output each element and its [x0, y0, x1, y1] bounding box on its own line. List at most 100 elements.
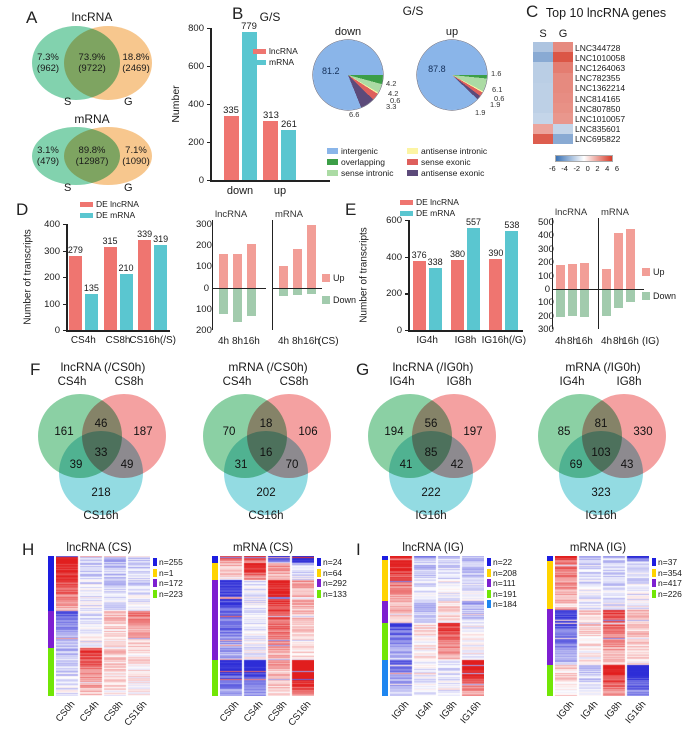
legend-swatch [487, 558, 491, 566]
heatmap-cell [553, 93, 573, 104]
legend-swatch [487, 568, 491, 577]
gene-label: LNC1264063 [575, 63, 626, 73]
bar-value: 319 [153, 234, 169, 245]
down-bar [556, 290, 565, 317]
venn-value-c: 202 [256, 487, 276, 499]
top10-heatmap: Top 10 lncRNA genes S G LNC344728 LNC1010058… [525, 2, 700, 182]
cluster-sidebar [547, 561, 553, 609]
heatmap-cell [533, 42, 553, 53]
legend-swatch [317, 579, 321, 587]
legend-swatch [327, 148, 338, 154]
legend-swatch [652, 579, 656, 587]
pie-slice-label: 0.6 [494, 93, 505, 103]
venn-value-abc: 103 [591, 447, 611, 459]
down-bar [580, 290, 589, 317]
cluster-sidebar [547, 556, 553, 561]
down-bar [614, 290, 623, 309]
pie-slice-label: 1.9 [490, 99, 501, 109]
cluster-sidebar [212, 580, 218, 660]
venn-title: lncRNA [71, 10, 113, 24]
x-tick-label: IG4h [416, 335, 438, 346]
legend-swatch [487, 600, 491, 608]
venn-value-b: 330 [633, 426, 653, 438]
venn-value-ac: 41 [399, 459, 413, 471]
panel-label-f: F [30, 360, 41, 379]
venn-value-bc: 70 [285, 459, 299, 471]
subplot-title: mRNA [275, 209, 303, 220]
bar-value: 315 [102, 235, 118, 246]
venn-value-bc: 49 [120, 459, 134, 471]
venn-title: mRNA (/CS0h) [228, 360, 308, 374]
legend-label: sense exonic [421, 157, 471, 167]
y-tick-label: 0 [396, 325, 402, 336]
legend-swatch [317, 558, 321, 566]
cluster-sidebar [382, 660, 388, 696]
cluster-count: n=1 [159, 567, 174, 578]
pie-slice-label: 6.1 [492, 85, 503, 95]
venn-value-ac: 69 [569, 459, 583, 471]
chart-title: G/S [259, 10, 281, 24]
cluster-count: n=24 [323, 557, 343, 567]
col-header: S [539, 28, 547, 40]
y-tick-label: 200 [196, 240, 212, 252]
x-tick-label: 16h [303, 336, 320, 347]
cluster-count: n=226 [658, 588, 682, 599]
bar [241, 31, 257, 180]
venn-value-b: 187 [133, 426, 153, 438]
down-bar [233, 288, 242, 322]
heatmap-cell [553, 113, 573, 124]
y-tick-label: 200 [188, 137, 204, 148]
legend-down: Down [653, 291, 677, 301]
panel-label-e: E [345, 200, 357, 219]
bar [68, 256, 82, 330]
venn-title: mRNA [74, 112, 110, 126]
venn3-mrna-ig: mRNA (/IG0h) IG4h IG8h 85 81 330 103 69 43 323 IG1… [538, 360, 668, 528]
legend-label: antisense intronic [421, 146, 488, 156]
heatmap-canvas [555, 556, 649, 696]
gene-label: LNC1362214 [575, 83, 626, 94]
y-tick-label: 200 [538, 257, 554, 269]
pie-slice-label: 0.6 [390, 95, 401, 105]
bar [412, 261, 426, 330]
chart-title: mRNA (IG) [569, 542, 627, 554]
panel-label-d: D [16, 200, 29, 219]
cluster-sidebar [382, 623, 388, 660]
subplot-title: lncRNA [555, 207, 588, 218]
down-bar [568, 290, 577, 317]
pie-legend: intergenic overlapping sense intronic antis… [327, 146, 537, 182]
heatmap-cell [533, 93, 553, 104]
panel-label-a: A [26, 8, 38, 27]
y-tick-label: 200 [44, 272, 60, 283]
bar-chart-ig: Number of transcripts 0 200 400 600 IG4h 376 33… [350, 196, 540, 348]
y-tick-label: 100 [44, 298, 60, 310]
pie [313, 40, 383, 110]
y-tick-label: 200 [538, 310, 554, 322]
venn-right-set-label: G [124, 96, 133, 108]
x-tick-label: 4h [277, 336, 290, 347]
y-tick-label: 0 [544, 283, 550, 295]
venn-value-b: 197 [463, 426, 483, 438]
legend-swatch [652, 589, 656, 598]
legend-swatch [153, 579, 157, 587]
panel-label-i: I [356, 540, 361, 559]
bar-chart-cs: Number of transcripts 0 100 200 300 400 CS4h 27… [18, 196, 198, 348]
heatmap-cell [533, 113, 553, 124]
bar-value: 313 [263, 109, 279, 121]
cluster-heatmap-lncrna-cs: lncRNA (CS) n=255 n=1 n=172 n=223 CS0h CS4h CS8… [44, 540, 200, 745]
up-bar [580, 263, 589, 289]
x-tick-label: 8h [291, 336, 304, 347]
y-tick-label: 300 [538, 243, 554, 255]
down-bar [279, 288, 288, 297]
pie-slice-label: 4.2 [386, 78, 397, 88]
heatmap-cell [553, 103, 573, 114]
venn-title: mRNA (/IG0h) [565, 360, 641, 374]
venn-right-ellipse [64, 26, 152, 100]
x-tick-label: CS8h [105, 335, 131, 346]
cluster-count: n=172 [159, 578, 183, 588]
pie-title: down [334, 26, 362, 38]
venn3-lncrna-ig: lncRNA (/IG0h) IG4h IG8h 194 56 197 85 41 42 222 I… [368, 360, 498, 528]
bar [103, 246, 117, 330]
venn-value-c: 218 [91, 487, 111, 499]
bar [428, 268, 442, 330]
